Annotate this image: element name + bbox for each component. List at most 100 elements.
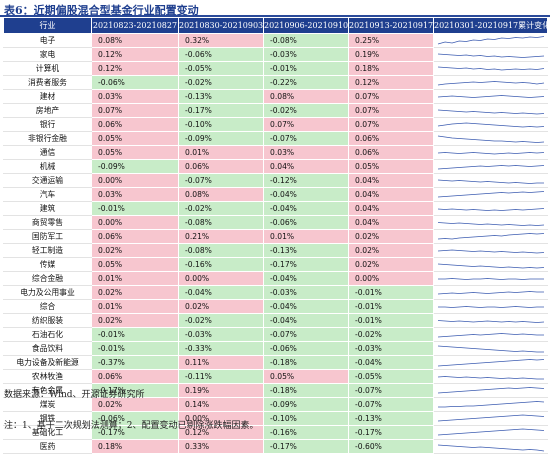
change-cell: -0.10%	[178, 117, 264, 132]
table-title: 表6：近期偏股混合型基金行业配置变动	[4, 4, 199, 17]
change-cell: -0.09%	[178, 131, 264, 146]
sparkline	[437, 414, 545, 421]
table-row: 交通运输 0.00% -0.07% -0.12% 0.04%	[3, 173, 548, 188]
table-row: 医药 0.18% 0.33% -0.17% -0.60%	[3, 439, 548, 454]
industry-cell: 医药	[3, 439, 92, 454]
change-cell: 0.05%	[348, 159, 434, 174]
sparkline	[437, 135, 545, 143]
change-cell: 0.02%	[91, 243, 179, 258]
header-row: 行业 20210823-20210827 20210830-20210903 2…	[3, 17, 550, 34]
change-cell: -0.02%	[178, 201, 264, 216]
change-cell: 0.33%	[178, 439, 264, 454]
change-cell: -0.03%	[263, 285, 349, 300]
sparkline-line	[437, 414, 545, 421]
change-cell: -0.01%	[263, 61, 349, 76]
change-cell: 0.07%	[91, 103, 179, 118]
sparkline-cell	[433, 117, 548, 132]
table-row: 综合金融 0.01% 0.00% -0.04% 0.00%	[3, 271, 548, 286]
change-cell: -0.08%	[178, 215, 264, 230]
change-cell: -0.07%	[263, 131, 349, 146]
industry-cell: 综合金融	[3, 271, 92, 286]
sparkline-cell	[433, 411, 548, 426]
sparkline	[437, 319, 545, 323]
change-cell: -0.16%	[263, 425, 349, 440]
industry-cell: 家电	[3, 47, 92, 62]
change-cell: -0.09%	[91, 159, 179, 174]
sparkline	[437, 290, 544, 294]
change-cell: -0.04%	[263, 187, 349, 202]
change-cell: -0.02%	[178, 75, 264, 90]
sparkline-cell	[433, 89, 548, 104]
sparkline	[437, 190, 545, 197]
change-cell: 0.19%	[348, 47, 434, 62]
sparkline-cell	[433, 299, 548, 314]
sparkline-line	[437, 332, 544, 337]
change-cell: -0.09%	[263, 397, 349, 412]
sparkline-line	[437, 164, 545, 169]
industry-cell: 电力设备及新能源	[3, 355, 92, 370]
change-cell: -0.04%	[263, 201, 349, 216]
change-cell: -0.01%	[91, 341, 179, 356]
change-cell: -0.17%	[263, 439, 349, 454]
title-rule	[0, 15, 550, 17]
change-cell: 0.02%	[91, 397, 179, 412]
table-row: 有色金属 -0.17% 0.19% -0.18% -0.07%	[3, 383, 548, 398]
table-row: 机械 -0.09% 0.06% 0.04% 0.05%	[3, 159, 548, 174]
sparkline-line	[437, 151, 545, 154]
sparkline-line	[437, 249, 545, 253]
change-cell: -0.05%	[178, 61, 264, 76]
change-cell: -0.13%	[348, 411, 434, 426]
sparkline	[437, 179, 544, 184]
industry-cell: 有色金属	[3, 383, 92, 398]
sparkline-line	[437, 375, 544, 379]
sparkline-cell	[433, 313, 548, 328]
sparkline-cell	[433, 61, 548, 76]
change-cell: 0.04%	[263, 159, 349, 174]
sparkline	[437, 207, 545, 211]
sparkline-cell	[433, 383, 548, 398]
industry-cell: 建材	[3, 89, 92, 104]
change-cell: -0.02%	[263, 103, 349, 118]
sparkline	[437, 249, 545, 253]
change-cell: -0.07%	[178, 173, 264, 188]
change-cell: 0.01%	[91, 299, 179, 314]
sparkline-line	[437, 122, 545, 127]
change-cell: 0.08%	[178, 187, 264, 202]
sparkline	[438, 305, 544, 308]
change-cell: -0.06%	[91, 411, 179, 426]
change-cell: 0.06%	[91, 229, 179, 244]
industry-cell: 交通运输	[3, 173, 92, 188]
sparkline	[437, 375, 544, 379]
table-row: 石油石化 -0.01% -0.03% -0.07% -0.02%	[3, 327, 548, 342]
change-cell: 0.12%	[91, 47, 179, 62]
sparkline-cell	[433, 285, 548, 300]
sparkline-cell	[433, 341, 548, 356]
table-row: 综合 0.01% 0.02% -0.04% -0.01%	[3, 299, 548, 314]
industry-cell: 纺织服装	[3, 313, 92, 328]
table-row: 轻工制造 0.02% -0.08% -0.13% 0.02%	[3, 243, 548, 258]
table-row: 非银行金融 0.05% -0.09% -0.07% 0.06%	[3, 131, 548, 146]
change-cell: 0.06%	[91, 117, 179, 132]
footnote: 注：1、基于二次规划法测算；2、配置变动已剔除涨跌幅因素。	[4, 421, 259, 431]
sparkline-line	[437, 80, 545, 85]
table-row: 消费者服务 -0.06% -0.02% -0.22% 0.12%	[3, 75, 548, 90]
table-row: 电力及公用事业 0.02% -0.04% -0.03% -0.01%	[3, 285, 548, 300]
header-industry: 行业	[3, 17, 92, 34]
change-cell: 0.04%	[348, 187, 434, 202]
change-cell: 0.04%	[348, 215, 434, 230]
sparkline	[437, 35, 545, 44]
industry-cell: 计算机	[3, 61, 92, 76]
change-cell: -0.03%	[178, 327, 264, 342]
sparkline-cell	[433, 215, 548, 230]
sparkline	[437, 53, 545, 58]
industry-cell: 轻工制造	[3, 243, 92, 258]
change-cell: -0.18%	[263, 355, 349, 370]
change-cell: 0.00%	[91, 215, 179, 230]
change-cell: -0.13%	[178, 89, 264, 104]
header-week-2: 20210830-20210903	[178, 17, 264, 34]
industry-cell: 综合	[3, 299, 92, 314]
change-cell: 0.05%	[91, 145, 179, 160]
change-cell: 0.08%	[91, 33, 179, 48]
change-cell: 0.07%	[348, 117, 434, 132]
sparkline-line	[438, 400, 545, 407]
